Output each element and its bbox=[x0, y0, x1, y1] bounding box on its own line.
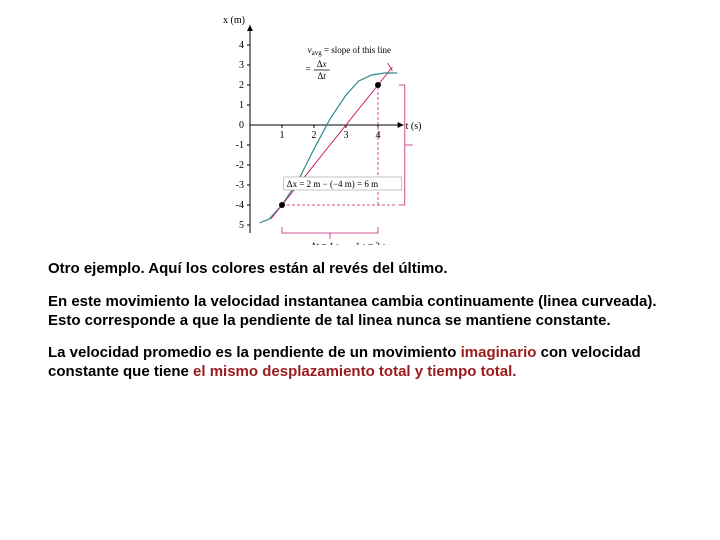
svg-text:0: 0 bbox=[239, 120, 244, 131]
svg-text:-2: -2 bbox=[236, 160, 244, 171]
svg-text:x (m): x (m) bbox=[223, 15, 245, 26]
svg-text:Δx = 2 m − (−4 m) = 6 m: Δx = 2 m − (−4 m) = 6 m bbox=[287, 179, 378, 189]
svg-text:t (s): t (s) bbox=[406, 121, 422, 132]
svg-text:4: 4 bbox=[239, 40, 244, 51]
svg-text:1 s = 3 s: 1 s = 3 s bbox=[356, 241, 387, 245]
paragraph-2: En este movimiento la velocidad instanta… bbox=[48, 293, 678, 331]
svg-text:-4: -4 bbox=[236, 200, 244, 211]
svg-text:5: 5 bbox=[239, 220, 244, 231]
chart-svg: x (m)t (s)12340-1-2-3-451234 vavg = slop… bbox=[180, 5, 460, 245]
svg-text:1: 1 bbox=[239, 100, 244, 111]
p3-em-d: el mismo desplazamiento total y tiempo t… bbox=[193, 363, 516, 380]
svg-text:-3: -3 bbox=[236, 180, 244, 191]
svg-text:Δt: Δt bbox=[317, 71, 326, 81]
svg-text:vavg = slope of this line: vavg = slope of this line bbox=[308, 45, 391, 57]
svg-text:Δx: Δx bbox=[317, 59, 327, 69]
svg-text:Δt = 4 s: Δt = 4 s bbox=[311, 241, 340, 245]
paragraph-1: Otro ejemplo. Aquí los colores están al … bbox=[48, 260, 678, 279]
physics-figure: x (m)t (s)12340-1-2-3-451234 vavg = slop… bbox=[180, 5, 460, 245]
paragraph-3: La velocidad promedio es la pendiente de… bbox=[48, 344, 678, 382]
svg-text:2: 2 bbox=[312, 130, 317, 141]
svg-text:1: 1 bbox=[280, 130, 285, 141]
svg-text:3: 3 bbox=[239, 60, 244, 71]
p3-text-a: La velocidad promedio es la pendiente de… bbox=[48, 344, 461, 361]
body-text: Otro ejemplo. Aquí los colores están al … bbox=[48, 260, 678, 396]
svg-text:2: 2 bbox=[239, 80, 244, 91]
svg-text:3: 3 bbox=[344, 130, 349, 141]
svg-text:-1: -1 bbox=[236, 140, 244, 151]
p3-em-b: imaginario bbox=[461, 344, 537, 361]
svg-text:=: = bbox=[306, 64, 311, 74]
